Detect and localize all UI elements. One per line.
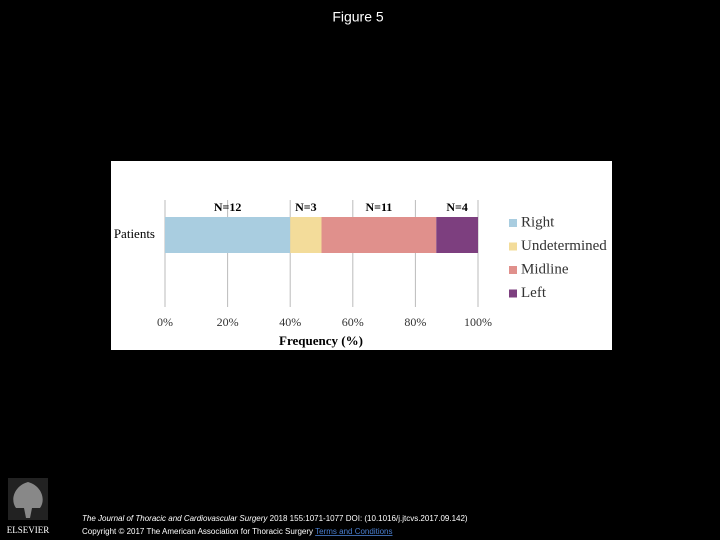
x-axis-title: Frequency (%) [279, 333, 363, 348]
copyright: Copyright © 2017 The American Associatio… [82, 527, 313, 536]
bar-segment [165, 217, 291, 253]
legend-label: Right [521, 214, 555, 230]
chart: 0% 20% 40% 60% 80% 100% Frequency (%) Patients N… [114, 200, 607, 348]
chart-panel [111, 161, 612, 350]
segment-annotation: N=3 [295, 200, 317, 214]
journal-name: The Journal of Thoracic and Cardiovascul… [82, 514, 268, 523]
x-tick-label: 100% [464, 315, 492, 329]
x-tick-label: 80% [404, 315, 426, 329]
segment-annotation: N=4 [446, 200, 468, 214]
legend-swatch [509, 242, 517, 251]
publisher-logo: ELSEVIER [7, 478, 50, 535]
y-tick-label: Patients [114, 226, 155, 241]
citation: 2018 155:1071-1077 DOI: (10.1016/j.jtcvs… [270, 514, 468, 523]
legend-label: Undetermined [521, 238, 607, 254]
bar-segment [321, 217, 437, 253]
x-tick-label: 40% [279, 315, 301, 329]
legend-label: Midline [521, 261, 569, 277]
citation-line: The Journal of Thoracic and Cardiovascul… [82, 514, 468, 523]
segment-annotation: N=12 [214, 200, 242, 214]
legend-label: Left [521, 285, 547, 301]
slide-title: Figure 5 [332, 9, 384, 25]
x-tick-label: 20% [217, 315, 239, 329]
legend-swatch [509, 219, 517, 227]
copyright-line: Copyright © 2017 The American Associatio… [82, 527, 393, 536]
segment-annotation: N=11 [365, 200, 392, 214]
legend-swatch [509, 266, 517, 274]
legend-swatch [509, 289, 517, 298]
x-tick-label: 0% [157, 315, 173, 329]
terms-link[interactable]: Terms and Conditions [315, 527, 392, 536]
publisher-name: ELSEVIER [7, 525, 50, 535]
x-tick-label: 60% [342, 315, 364, 329]
bar-segment [290, 217, 322, 253]
bar-segment [436, 217, 478, 253]
